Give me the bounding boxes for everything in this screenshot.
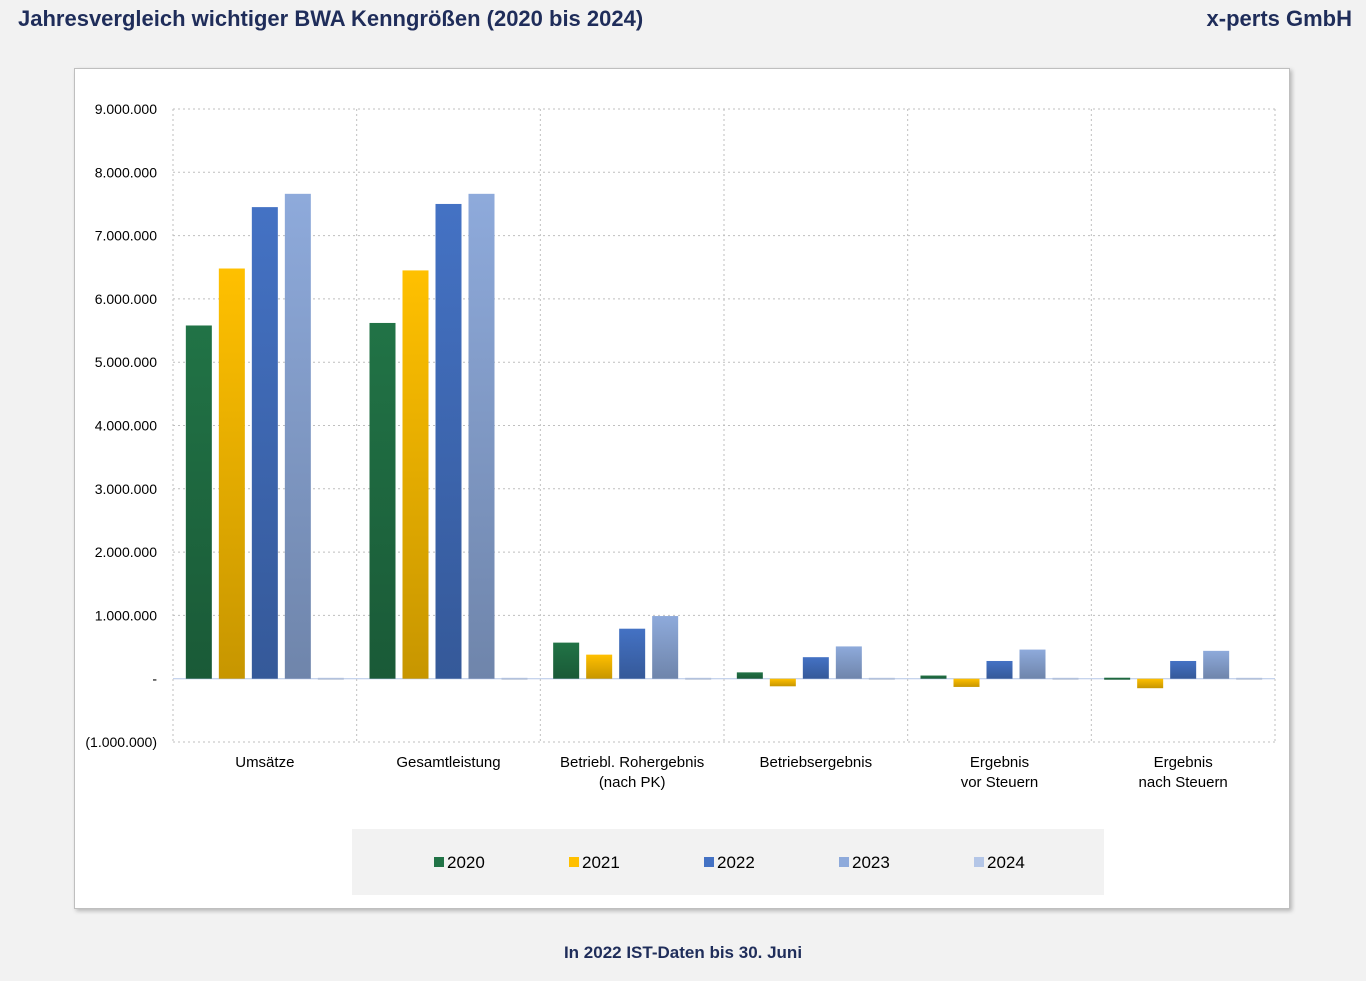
bar-2021-1 <box>402 270 429 679</box>
bar-2020-0 <box>185 325 212 679</box>
y-tick-label: 7.000.000 <box>95 228 157 244</box>
legend-swatch-2024 <box>974 857 984 867</box>
bar-2024-4 <box>1052 677 1079 680</box>
y-tick-label: 2.000.000 <box>95 544 157 560</box>
bar-2021-3 <box>769 678 796 687</box>
x-category-label: Umsätze <box>235 754 294 771</box>
x-category-label: Ergebnis <box>970 754 1029 771</box>
y-tick-label: 1.000.000 <box>95 607 157 623</box>
bar-2022-4 <box>986 660 1013 679</box>
bar-chart: 9.000.000 8.000.000 7.000.000 6.000.000 5.00… <box>85 101 1276 895</box>
legend-swatch-2021 <box>569 857 579 867</box>
x-category-label: Ergebnis <box>1154 754 1213 771</box>
bar-2024-1 <box>501 677 528 680</box>
footnote: In 2022 IST-Daten bis 30. Juni <box>563 943 803 962</box>
bar-2021-0 <box>218 268 245 679</box>
bar-2022-2 <box>619 628 646 679</box>
bar-2022-1 <box>435 203 462 679</box>
y-tick-label: 8.000.000 <box>95 164 157 180</box>
legend-label-2023: 2023 <box>852 853 890 872</box>
bar-2021-5 <box>1137 678 1164 689</box>
bar-2020-4 <box>920 675 947 679</box>
bar-2020-3 <box>736 672 763 679</box>
x-category-label: Betriebl. Rohergebnis <box>560 754 704 771</box>
x-category-label: nach Steuern <box>1139 774 1228 791</box>
axis-layer: 9.000.000 8.000.000 7.000.000 6.000.000 5.00… <box>85 101 1227 791</box>
legend-label-2021: 2021 <box>582 853 620 872</box>
bar-2023-3 <box>835 646 862 679</box>
y-tick-label: 3.000.000 <box>95 481 157 497</box>
y-tick-label: - <box>152 671 157 687</box>
x-category-label: Gesamtleistung <box>396 754 500 771</box>
y-tick-label: 9.000.000 <box>95 101 157 117</box>
y-tick-label: 6.000.000 <box>95 291 157 307</box>
bar-2023-5 <box>1203 650 1230 679</box>
bar-layer <box>185 193 1263 689</box>
x-category-label: Betriebsergebnis <box>760 754 873 771</box>
bar-2020-1 <box>369 322 396 679</box>
bar-2023-0 <box>284 193 311 679</box>
bar-2022-5 <box>1170 660 1197 679</box>
y-tick-label: (1.000.000) <box>85 734 157 750</box>
bar-2020-2 <box>553 642 580 679</box>
y-tick-label: 5.000.000 <box>95 354 157 370</box>
x-category-label: (nach PK) <box>599 774 666 791</box>
bar-2024-5 <box>1236 677 1263 680</box>
legend-label-2022: 2022 <box>717 853 755 872</box>
legend-swatch-2020 <box>434 857 444 867</box>
bar-2023-4 <box>1019 649 1046 679</box>
bar-2024-2 <box>685 677 712 680</box>
legend-label-2020: 2020 <box>447 853 485 872</box>
legend-swatch-2023 <box>839 857 849 867</box>
grid-layer <box>172 108 1276 743</box>
x-category-label: vor Steuern <box>961 774 1039 791</box>
bar-2024-0 <box>317 677 344 680</box>
legend-label-2024: 2024 <box>987 853 1025 872</box>
company-name: x-perts GmbH <box>1206 6 1352 31</box>
bar-2023-2 <box>652 616 679 679</box>
legend-layer: 2020 2021 2022 2023 2024 <box>352 829 1104 895</box>
bar-2022-3 <box>802 657 829 679</box>
bar-2023-1 <box>468 193 495 679</box>
bar-2024-3 <box>868 677 895 680</box>
page-title: Jahresvergleich wichtiger BWA Kenngrößen… <box>18 6 644 31</box>
bar-2022-0 <box>251 207 278 679</box>
legend-swatch-2022 <box>704 857 714 867</box>
bar-2020-5 <box>1104 677 1131 680</box>
chart-frame: 9.000.000 8.000.000 7.000.000 6.000.000 5.00… <box>74 68 1290 909</box>
y-tick-label: 4.000.000 <box>95 418 157 434</box>
bar-2021-2 <box>586 654 613 679</box>
bar-2021-4 <box>953 678 980 687</box>
